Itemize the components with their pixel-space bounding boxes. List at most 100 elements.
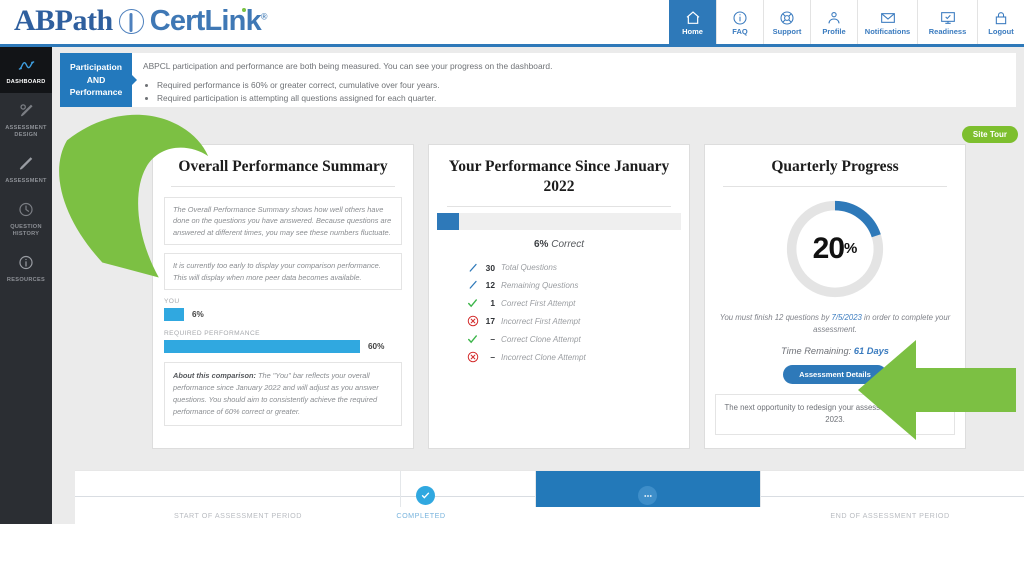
stat-value: 12: [485, 280, 495, 291]
required-bar-fill: [164, 340, 360, 354]
header-accent-rule: [0, 44, 1024, 47]
card-title-performance: Your Performance Since January 2022: [448, 158, 670, 195]
nav-item-readiness[interactable]: Readiness: [917, 0, 977, 46]
quarterly-donut-wrap: 20%: [705, 197, 965, 301]
time-remaining-label: Time Remaining:: [781, 345, 854, 356]
sidebar-item-assessment-design[interactable]: ASSESSMENT DESIGN: [0, 93, 52, 146]
caduceus-seal-icon: [118, 8, 144, 34]
site-tour-button[interactable]: Site Tour: [961, 126, 1018, 143]
top-bar: ABPath CertLink® Home FAQ: [0, 0, 1024, 47]
info-banner: Participation AND Performance ABPCL part…: [60, 53, 1016, 107]
nav-item-logout[interactable]: Logout: [977, 0, 1024, 46]
required-bar-row: 60%: [164, 340, 402, 354]
nav-item-home[interactable]: Home: [669, 0, 716, 46]
performance-correct-label: Correct: [551, 238, 585, 250]
dashboard-cards: Overall Performance Summary The Overall …: [152, 144, 1014, 449]
timeline-label-current: CURRENT: [627, 511, 667, 520]
assessment-details-button[interactable]: Assessment Details: [783, 364, 887, 384]
sidebar-label-question-history: QUESTION HISTORY: [10, 223, 42, 237]
nav-label-support: Support: [772, 27, 802, 37]
nav-label-profile: Profile: [822, 27, 846, 37]
sidebar-item-dashboard[interactable]: DASHBOARD: [0, 47, 52, 93]
top-navigation: Home FAQ Support Profile: [669, 0, 1024, 46]
timeline-divider: [760, 471, 761, 507]
performance-correct-value: 6%: [533, 238, 549, 250]
info-circle-icon: [15, 253, 37, 273]
card-overall-performance-summary: Overall Performance Summary The Overall …: [152, 144, 414, 449]
envelope-icon: [880, 10, 896, 26]
required-bar-value: 60%: [368, 342, 385, 352]
logo-trademark: ®: [260, 10, 268, 21]
timeline-divider: [535, 471, 536, 507]
card-quarterly-progress: Quarterly Progress 20% You must fi: [704, 144, 966, 449]
stat-label: Incorrect First Attempt: [501, 316, 581, 326]
sidebar-label-assessment-design: ASSESSMENT DESIGN: [5, 124, 47, 138]
nav-item-notifications[interactable]: Notifications: [857, 0, 917, 46]
timeline-label-end: END OF ASSESSMENT PERIOD: [830, 511, 950, 520]
deadline-prefix: You must finish 12 questions by: [719, 312, 832, 322]
user-icon: [826, 10, 842, 26]
sidebar-item-assessment[interactable]: ASSESSMENT: [0, 146, 52, 192]
left-sidebar: DASHBOARD ASSESSMENT DESIGN ASSESSMENT Q…: [0, 47, 52, 524]
timeline-label-completed: COMPLETED: [396, 511, 446, 520]
logo-abpath-text: ABPath: [14, 4, 113, 37]
ellipsis-icon: [643, 494, 652, 497]
nav-item-support[interactable]: Support: [763, 0, 810, 46]
nav-item-faq[interactable]: FAQ: [716, 0, 763, 46]
card-title-overall: Overall Performance Summary: [178, 158, 388, 175]
sidebar-label-assessment: ASSESSMENT: [5, 177, 47, 184]
stat-row-remaining-questions: 12 Remaining Questions: [465, 279, 689, 291]
donut-value: 20: [812, 231, 845, 265]
stat-row-correct-first-attempt: 1 Correct First Attempt: [465, 297, 689, 310]
x-circle-red-icon: [465, 315, 480, 327]
deadline-suffix: in order to complete your assessment.: [813, 312, 951, 335]
info-icon: [732, 10, 748, 26]
about-text: The "You" bar reflects your overall perf…: [173, 371, 379, 416]
you-bar-label: YOU: [164, 298, 180, 306]
sidebar-item-question-history[interactable]: QUESTION HISTORY: [0, 192, 52, 245]
nav-label-faq: FAQ: [732, 27, 748, 37]
quarterly-redesign-note: The next opportunity to redesign your as…: [715, 393, 955, 435]
check-green-icon: [465, 297, 480, 310]
quarterly-progress-donut: 20%: [783, 197, 887, 301]
nav-item-profile[interactable]: Profile: [810, 0, 857, 46]
overall-about-comparison: About this comparison: The "You" bar ref…: [164, 362, 402, 426]
stat-row-incorrect-clone-attempt: – Incorrect Clone Attempt: [465, 351, 689, 363]
stat-value: –: [490, 334, 495, 345]
sidebar-item-resources[interactable]: RESOURCES: [0, 245, 52, 291]
deadline-date: 7/5/2023: [831, 312, 862, 322]
timeline-dot-current[interactable]: [638, 486, 657, 505]
banner-bullet-item: Required participation is attempting all…: [157, 92, 1016, 106]
stat-label: Correct First Attempt: [501, 298, 576, 308]
pencil-blue-icon: [465, 262, 480, 274]
banner-lead-text: ABPCL participation and performance are …: [143, 61, 553, 71]
stat-label: Remaining Questions: [501, 280, 579, 290]
chart-line-icon: [15, 55, 37, 75]
logo-dot-icon: [241, 7, 246, 12]
banner-tab-participation-performance: Participation AND Performance: [60, 53, 132, 107]
stat-row-total-questions: 30 Total Questions: [465, 262, 689, 274]
lock-icon: [993, 10, 1009, 26]
card-divider: [723, 185, 947, 187]
check-icon: [421, 492, 430, 499]
timeline-dot-completed[interactable]: [416, 486, 435, 505]
stat-value: 1: [490, 298, 495, 309]
about-heading: About this comparison:: [173, 371, 256, 381]
required-bar-label: REQUIRED PERFORMANCE: [164, 330, 260, 338]
logo-certlink-text: CertLink®: [150, 5, 268, 38]
performance-bar-fill: [437, 212, 459, 230]
nav-label-logout: Logout: [988, 27, 1014, 37]
card-body-overall: The Overall Performance Summary shows ho…: [153, 187, 413, 426]
timeline-label-start: START OF ASSESSMENT PERIOD: [174, 511, 302, 520]
quarterly-deadline-message: You must finish 12 questions by 7/5/2023…: [717, 312, 953, 337]
performance-bar-wrap: 6% Correct: [429, 212, 689, 250]
donut-svg: [786, 200, 884, 297]
stat-row-incorrect-first-attempt: 17 Incorrect First Attempt: [465, 315, 689, 327]
donut-center-label: 20%: [783, 197, 887, 301]
brand-logo[interactable]: ABPath CertLink®: [14, 4, 268, 38]
stat-value: –: [490, 352, 495, 363]
nav-label-notifications: Notifications: [864, 27, 911, 37]
sidebar-label-dashboard: DASHBOARD: [6, 79, 46, 85]
home-icon: [685, 10, 701, 26]
